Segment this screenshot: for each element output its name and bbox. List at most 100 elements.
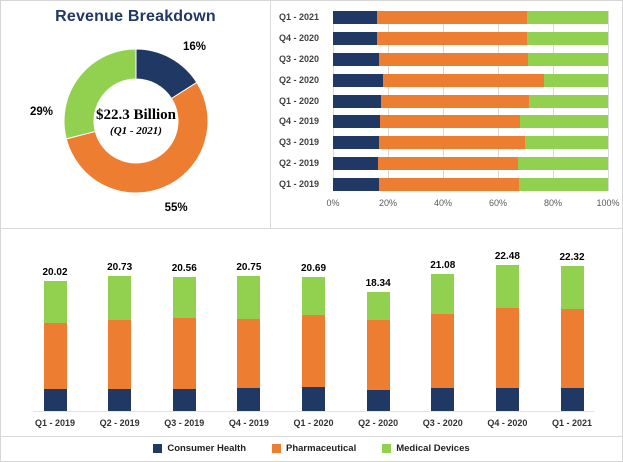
vbar-category-axis: Q1 - 2019 Q2 - 2019 Q3 - 2019 Q4 - 2019 Q1 -… [33, 418, 594, 428]
vbar-category-label: Q4 - 2019 [228, 418, 269, 428]
vbar-category-label: Q1 - 2021 [551, 418, 593, 428]
vbar-total-label: 22.32 [559, 252, 585, 264]
legend-swatch-icon [153, 444, 163, 453]
legend-label: Medical Devices [396, 443, 470, 454]
bar-segment-medical-devices[interactable] [519, 178, 608, 191]
bar-segment-pharmaceutical[interactable] [378, 52, 528, 66]
hbar-bar-q2-2019 [333, 157, 608, 171]
bar-segment-pharmaceutical[interactable] [560, 308, 584, 388]
vbar-stack [43, 280, 67, 411]
bar-segment-pharmaceutical[interactable] [366, 319, 390, 390]
bar-segment-consumer-health[interactable] [333, 115, 381, 129]
bar-segment-medical-devices[interactable] [526, 31, 608, 45]
hbar-tick-label: 20% [378, 198, 398, 208]
bar-segment-medical-devices[interactable] [519, 115, 608, 129]
bar-segment-medical-devices[interactable] [366, 291, 390, 320]
vbar-stack [237, 276, 261, 411]
bar-segment-medical-devices[interactable] [495, 264, 519, 309]
bar-segment-consumer-health[interactable] [333, 157, 379, 171]
bar-segment-consumer-health[interactable] [333, 52, 379, 66]
bar-segment-medical-devices[interactable] [172, 277, 196, 318]
hbar-category-label: Q4 - 2019 [279, 116, 320, 127]
bar-segment-medical-devices[interactable] [524, 136, 608, 150]
bar-segment-consumer-health[interactable] [172, 388, 196, 411]
vbar-total-label: 20.75 [236, 262, 262, 274]
bar-segment-medical-devices[interactable] [529, 94, 608, 108]
legend-item-consumer-health[interactable]: Consumer Health [153, 443, 246, 454]
bar-segment-pharmaceutical[interactable] [43, 322, 67, 390]
bar-segment-pharmaceutical[interactable] [495, 308, 519, 388]
bar-segment-pharmaceutical[interactable] [378, 157, 519, 171]
vbar-stack [495, 264, 519, 411]
bar-segment-medical-devices[interactable] [431, 274, 455, 315]
hbar-bar-q3-2019 [333, 136, 608, 150]
vbar-stack [431, 274, 455, 411]
bar-segment-pharmaceutical[interactable] [382, 73, 544, 87]
bar-segment-consumer-health[interactable] [366, 389, 390, 411]
bar-segment-consumer-health[interactable] [108, 388, 132, 411]
bar-segment-pharmaceutical[interactable] [380, 115, 520, 129]
bar-segment-medical-devices[interactable] [560, 266, 584, 309]
vbar-total-label: 20.56 [171, 263, 197, 275]
bar-segment-consumer-health[interactable] [333, 11, 377, 24]
bar-segment-medical-devices[interactable] [108, 276, 132, 321]
legend-item-pharmaceutical[interactable]: Pharmaceutical [272, 443, 356, 454]
hbar-bar-q1-2020 [333, 94, 608, 108]
vbar-column-q2-2020: 18.34 [356, 278, 400, 411]
bar-segment-medical-devices[interactable] [237, 276, 261, 320]
bar-segment-pharmaceutical[interactable] [302, 315, 325, 388]
vbar-plot-area: 20.02 20.73 20.56 20.75 20.69 18.34 21.08 22.48… [33, 239, 594, 412]
bar-segment-consumer-health[interactable] [43, 389, 67, 411]
bar-segment-consumer-health[interactable] [302, 387, 325, 411]
hbar-value-axis: 0% 20% 40% 60% 80% 100% [326, 196, 619, 214]
bar-segment-consumer-health[interactable] [333, 178, 379, 191]
bar-segment-pharmaceutical[interactable] [376, 31, 527, 45]
bar-segment-pharmaceutical[interactable] [172, 317, 196, 389]
vbar-category-label: Q2 - 2020 [358, 418, 399, 428]
bar-segment-medical-devices[interactable] [543, 73, 608, 87]
vbar-column-q1-2019: 20.02 [33, 267, 77, 411]
hbar-category-label: Q1 - 2019 [279, 179, 320, 189]
vbar-total-label: 18.34 [365, 277, 391, 289]
bar-segment-consumer-health[interactable] [333, 136, 380, 150]
bar-segment-pharmaceutical[interactable] [431, 314, 455, 389]
bar-segment-consumer-health[interactable] [495, 387, 519, 411]
bar-segment-medical-devices[interactable] [43, 280, 67, 323]
donut-slice-medical-devices[interactable] [63, 48, 136, 140]
vbar-category-label: Q4 - 2020 [487, 418, 528, 428]
hbar-bar-q4-2020 [333, 31, 608, 45]
bar-segment-consumer-health[interactable] [333, 31, 377, 45]
bar-segment-pharmaceutical[interactable] [379, 136, 525, 150]
vbar-stack [302, 276, 325, 411]
donut-chart: 16% 55% 29% $22.3 Billion (Q1 - 2021) [30, 41, 208, 214]
hbar-tick-label: 60% [488, 198, 508, 208]
bar-segment-consumer-health[interactable] [237, 387, 261, 411]
bar-segment-medical-devices[interactable] [527, 52, 608, 66]
legend-item-medical-devices[interactable]: Medical Devices [382, 443, 470, 454]
hbar-bar-q1-2021 [333, 11, 608, 24]
hbar-category-label: Q1 - 2021 [279, 12, 320, 22]
vbar-total-label: 20.69 [300, 262, 327, 274]
donut-panel: Revenue Breakdown 16% 55% 29% $22.3 Billio… [1, 1, 271, 229]
bar-segment-consumer-health[interactable] [333, 73, 383, 87]
bar-segment-consumer-health[interactable] [333, 94, 382, 108]
bar-segment-medical-devices[interactable] [526, 11, 608, 24]
vbar-total-label: 22.48 [494, 250, 520, 262]
bar-segment-consumer-health[interactable] [431, 388, 455, 411]
bar-segment-pharmaceutical[interactable] [237, 319, 261, 388]
bar-segment-pharmaceutical[interactable] [376, 11, 527, 24]
hbar-category-label: Q3 - 2019 [279, 137, 320, 148]
chart-legend: Consumer Health Pharmaceutical Medical Dev… [1, 436, 622, 454]
donut-center-value: $22.3 Billion [95, 107, 176, 123]
bar-segment-medical-devices[interactable] [302, 276, 325, 316]
chart-title: Revenue Breakdown [55, 8, 216, 25]
donut-slice-pharmaceutical[interactable] [65, 81, 208, 194]
bar-segment-pharmaceutical[interactable] [381, 94, 530, 108]
bar-segment-pharmaceutical[interactable] [378, 178, 520, 191]
bar-segment-medical-devices[interactable] [518, 157, 608, 171]
legend-swatch-icon [272, 444, 281, 453]
bar-segment-consumer-health[interactable] [560, 388, 584, 411]
bar-segment-pharmaceutical[interactable] [108, 320, 132, 389]
hbar-tick-label: 100% [596, 198, 620, 208]
